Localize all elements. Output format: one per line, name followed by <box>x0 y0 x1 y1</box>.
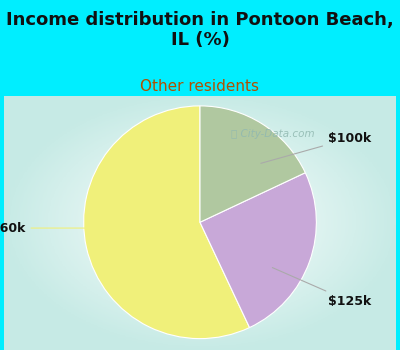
Text: $60k: $60k <box>0 222 133 235</box>
Text: Other residents: Other residents <box>140 79 260 94</box>
Text: $100k: $100k <box>261 132 371 163</box>
Text: Income distribution in Pontoon Beach,
IL (%): Income distribution in Pontoon Beach, IL… <box>6 10 394 49</box>
Wedge shape <box>200 106 305 222</box>
Wedge shape <box>84 106 250 338</box>
Text: ⓘ City-Data.com: ⓘ City-Data.com <box>231 130 314 139</box>
Text: $125k: $125k <box>272 268 371 308</box>
Wedge shape <box>200 173 316 328</box>
